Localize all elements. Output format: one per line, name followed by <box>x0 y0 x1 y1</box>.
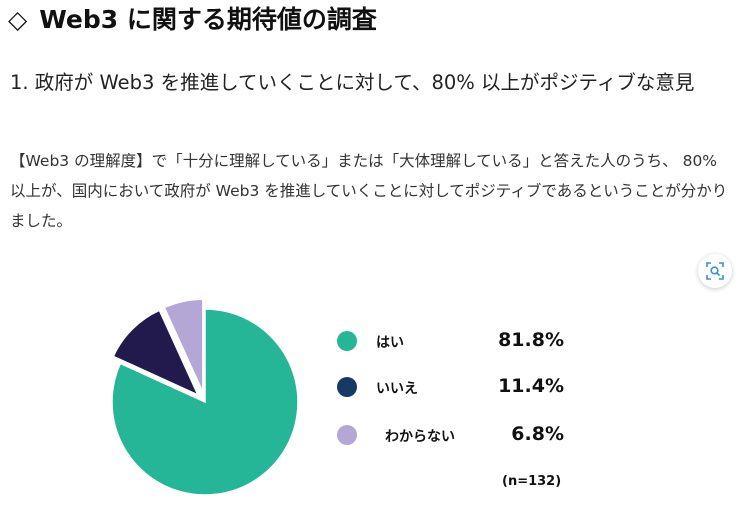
legend-dot-no <box>337 377 357 397</box>
pie-slice-no <box>112 309 200 397</box>
legend-label-no: いいえ <box>376 381 418 397</box>
page-title: ◇ Web3 に関する期待値の調査 <box>8 2 377 38</box>
legend-label-yes: はい <box>376 335 404 351</box>
pie-slice-yes <box>111 308 299 496</box>
legend-label-unknown: わからない <box>385 429 455 445</box>
legend-dot-unknown <box>337 425 357 445</box>
description-text: 【Web3 の理解度】で「十分に理解している」または「大体理解している」と答えた… <box>10 152 728 230</box>
pie-chart <box>111 298 299 496</box>
pie-slice-unknown <box>163 298 204 393</box>
legend-dot-yes <box>337 331 357 351</box>
legend-value-no: 11.4% <box>498 375 564 397</box>
zoom-search-icon <box>706 262 724 280</box>
legend-value-yes: 81.8% <box>498 329 564 351</box>
diamond-outline-icon: ◇ <box>8 5 28 34</box>
legend-value-unknown: 6.8% <box>511 423 564 445</box>
page-title-text: Web3 に関する期待値の調査 <box>39 5 377 34</box>
section-heading: 1. 政府が Web3 を推進していくことに対して、80% 以上がポジティブな意… <box>10 71 695 94</box>
sample-size-note: (n=132) <box>502 474 562 489</box>
zoom-button[interactable] <box>698 254 732 288</box>
